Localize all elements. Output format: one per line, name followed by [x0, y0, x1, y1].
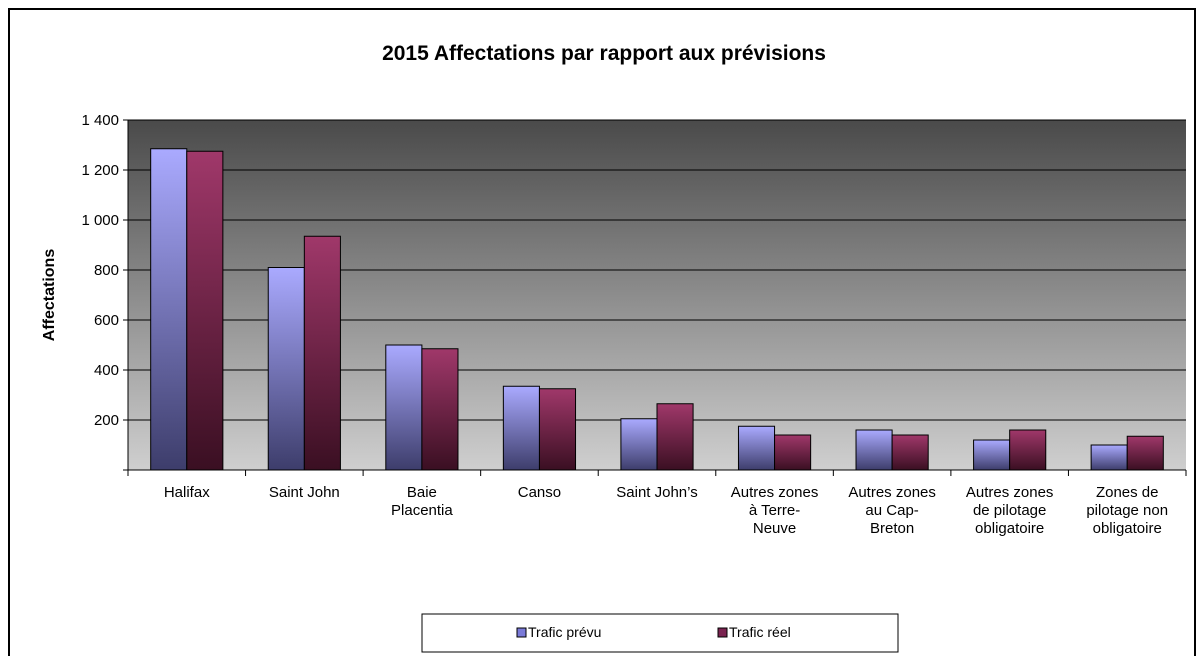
x-category-label: Saint John’s [616, 484, 697, 501]
y-tick-label: 1 200 [81, 162, 119, 179]
legend-swatch-trafic-reel [717, 627, 728, 638]
bar-trafic-reel [1126, 435, 1164, 471]
bar-trafic-reel [1009, 429, 1047, 471]
y-tick-label: 1 000 [81, 212, 119, 229]
bar-trafic-reel [421, 348, 459, 471]
bar-trafic-prevu [1090, 444, 1128, 471]
bar-trafic-reel [774, 434, 812, 471]
bar-trafic-reel [538, 388, 577, 471]
x-category-label: Saint John [269, 484, 340, 501]
bar-trafic-prevu [502, 385, 540, 471]
legend-label-trafic-prevu: Trafic prévu [528, 624, 601, 640]
bar-trafic-prevu [737, 425, 776, 471]
bar-trafic-prevu [620, 418, 658, 471]
y-axis-label: Affectations [41, 249, 58, 342]
legend-label-trafic-reel: Trafic réel [729, 624, 791, 640]
bar-trafic-reel [891, 434, 929, 471]
y-tick-label: 600 [94, 312, 119, 329]
chart-title: 2015 Affectations par rapport aux prévis… [382, 42, 826, 65]
x-category-label: Canso [518, 484, 561, 501]
x-category-labels: Halifax Saint John Baie Placentia Canso Saint… [164, 484, 1168, 537]
x-category-label: Autres zones à Terre-Neuve [731, 484, 819, 537]
y-tick-labels: 200 400 600 800 1 000 1 200 1 400 [81, 112, 119, 429]
x-category-label: Autres zones au Cap-Breton [848, 484, 936, 537]
legend-box [421, 613, 899, 653]
x-category-label: Autres zones de pilotage obligatoire [966, 484, 1054, 537]
axes [123, 119, 1187, 476]
legend-swatch-trafic-prevu [516, 627, 527, 638]
bar-trafic-prevu [150, 148, 188, 471]
y-tick-label: 1 400 [81, 112, 119, 129]
bar-trafic-prevu [385, 344, 423, 471]
y-tick-label: 200 [94, 412, 119, 429]
legend: Trafic prévu Trafic réel [421, 613, 899, 653]
x-category-label: Halifax [164, 484, 210, 501]
y-tick-label: 400 [94, 362, 119, 379]
chart-frame: 2015 Affectations par rapport aux prévis… [8, 8, 1196, 656]
y-tick-label: 800 [94, 262, 119, 279]
bar-trafic-prevu [973, 439, 1011, 471]
bar-trafic-reel [186, 150, 224, 471]
bar-chart: 2015 Affectations par rapport aux prévis… [41, 42, 1187, 653]
bar-trafic-reel [656, 403, 694, 471]
bar-trafic-reel [303, 235, 341, 471]
bar-trafic-prevu [855, 429, 893, 471]
x-category-label: Zones de pilotage non obligatoire [1086, 484, 1168, 537]
x-category-label: Baie Placentia [391, 484, 453, 519]
bar-trafic-prevu [267, 267, 305, 471]
